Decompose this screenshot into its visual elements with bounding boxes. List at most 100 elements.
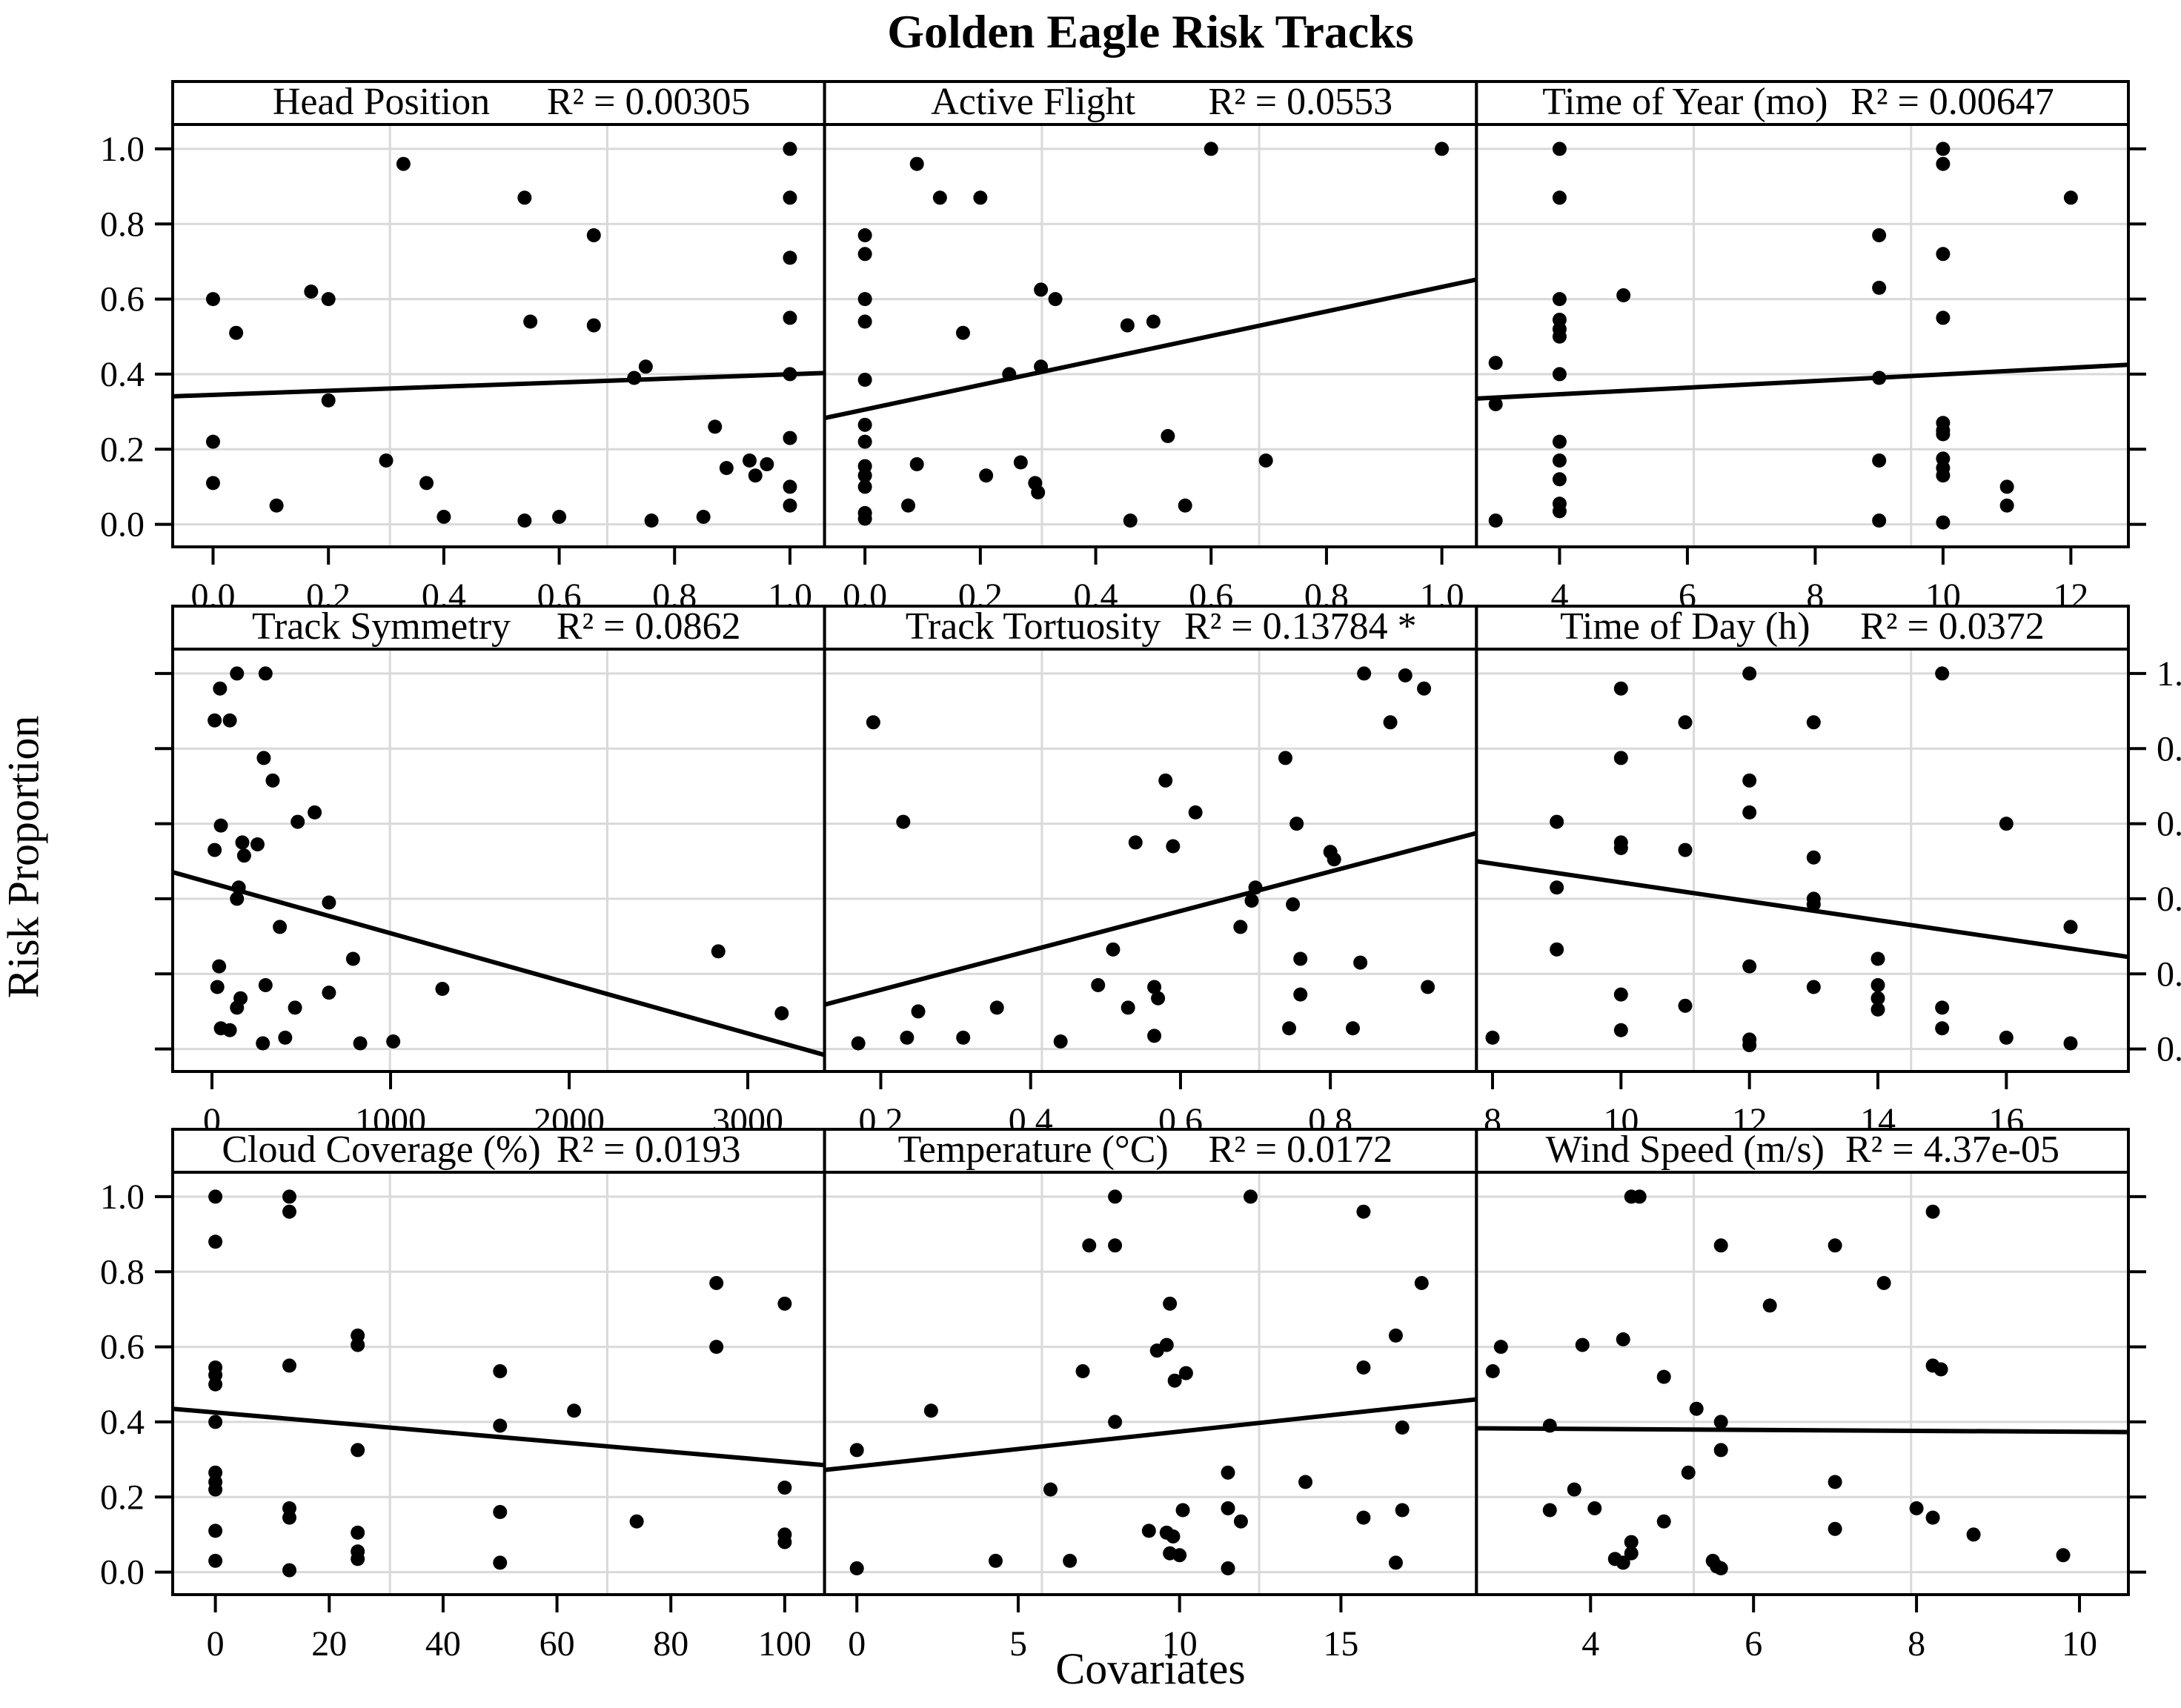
data-point bbox=[258, 666, 273, 681]
data-point bbox=[1248, 880, 1263, 895]
data-point bbox=[1872, 453, 1887, 468]
data-point bbox=[1936, 156, 1951, 171]
data-point bbox=[386, 1034, 401, 1049]
data-point bbox=[235, 835, 250, 850]
data-point bbox=[1552, 190, 1567, 205]
y-tick-label: 0.0 bbox=[100, 505, 145, 545]
data-point bbox=[1828, 1238, 1842, 1253]
data-point bbox=[586, 318, 601, 333]
data-point bbox=[777, 1296, 792, 1311]
data-point bbox=[1123, 514, 1138, 528]
panel-r2: R² = 0.13784 * bbox=[1184, 605, 1417, 648]
panel-cloud-coverage: Cloud Coverage (%) R² = 0.0193 0 20 40 60 80 10… bbox=[100, 1128, 826, 1664]
data-point bbox=[709, 1340, 724, 1355]
data-point bbox=[1933, 1362, 1948, 1377]
data-point bbox=[208, 843, 222, 857]
trend-line bbox=[824, 831, 1477, 1007]
panel-time-of-day: Time of Day (h)R² = 0.03728101214160.00.… bbox=[1475, 605, 2181, 1140]
data-point bbox=[1806, 897, 1821, 912]
data-point bbox=[1398, 668, 1412, 682]
data-point bbox=[1624, 1535, 1639, 1549]
data-point bbox=[783, 190, 797, 205]
data-point bbox=[1713, 1415, 1728, 1429]
panel-title: Temperature (°C) bbox=[898, 1129, 1169, 1171]
data-point bbox=[1936, 310, 1951, 325]
data-point bbox=[1656, 1369, 1671, 1384]
data-point bbox=[783, 479, 797, 494]
data-point bbox=[1742, 959, 1757, 974]
data-point bbox=[783, 367, 797, 382]
data-point bbox=[1575, 1338, 1590, 1352]
x-tick-label: 10 bbox=[2062, 1624, 2097, 1664]
data-point bbox=[1936, 247, 1951, 262]
data-point bbox=[709, 1275, 724, 1290]
data-point bbox=[1999, 479, 2014, 494]
data-point bbox=[567, 1403, 582, 1418]
data-point bbox=[932, 190, 947, 205]
data-point bbox=[322, 986, 336, 1000]
data-point bbox=[1244, 893, 1259, 908]
data-point bbox=[1293, 951, 1308, 966]
data-point bbox=[210, 980, 225, 994]
data-point bbox=[857, 434, 872, 449]
data-point bbox=[1681, 1465, 1696, 1480]
y-tick-label: 0.0 bbox=[100, 1553, 145, 1592]
data-point bbox=[1870, 977, 1885, 992]
data-point bbox=[1356, 1360, 1371, 1375]
data-point bbox=[258, 977, 273, 992]
data-point bbox=[1151, 991, 1166, 1006]
data-point bbox=[345, 951, 360, 966]
x-tick-label: 0 bbox=[848, 1624, 866, 1664]
data-point bbox=[1966, 1527, 1981, 1542]
data-point bbox=[282, 1563, 296, 1578]
data-point bbox=[1282, 1021, 1297, 1036]
panel-r2: R² = 4.37e-05 bbox=[1845, 1129, 2059, 1171]
data-point bbox=[517, 514, 532, 528]
data-point bbox=[250, 837, 265, 851]
data-point bbox=[291, 814, 305, 829]
data-point bbox=[1550, 814, 1564, 829]
data-point bbox=[282, 1189, 296, 1204]
data-point bbox=[1161, 429, 1175, 444]
trend-line bbox=[173, 1406, 825, 1468]
data-point bbox=[1034, 282, 1049, 297]
data-point bbox=[1167, 1373, 1182, 1388]
data-point bbox=[493, 1505, 508, 1520]
x-tick-label: 80 bbox=[653, 1624, 688, 1664]
data-point bbox=[205, 476, 220, 491]
data-point bbox=[1048, 292, 1063, 307]
data-point bbox=[1106, 942, 1121, 957]
y-tick-label: 0.2 bbox=[2157, 954, 2181, 994]
data-point bbox=[1567, 1482, 1581, 1497]
panel-temperature: Temperature (°C) R² = 0.0172 0 5 10 15 bbox=[823, 1128, 1478, 1664]
data-point bbox=[321, 393, 336, 408]
data-point bbox=[273, 920, 288, 934]
data-point bbox=[236, 848, 251, 863]
data-point bbox=[1550, 880, 1564, 895]
panel-strip bbox=[1475, 80, 2131, 126]
data-point bbox=[777, 1535, 792, 1549]
data-point bbox=[1178, 1366, 1193, 1380]
data-point bbox=[783, 142, 797, 156]
data-point bbox=[857, 511, 872, 526]
data-point bbox=[212, 959, 227, 974]
data-point bbox=[783, 498, 797, 513]
data-point bbox=[208, 713, 222, 728]
data-point bbox=[1488, 514, 1503, 528]
x-tick-label: 8 bbox=[1908, 1624, 1925, 1664]
x-tick-label: 5 bbox=[1009, 1624, 1027, 1664]
data-point bbox=[748, 468, 763, 483]
data-point bbox=[1166, 1529, 1181, 1543]
panel-strip bbox=[171, 605, 826, 651]
data-point bbox=[923, 1403, 938, 1418]
data-point bbox=[1935, 1021, 1950, 1036]
data-point bbox=[857, 479, 872, 494]
data-point bbox=[1388, 1555, 1403, 1570]
trend-line bbox=[173, 370, 825, 399]
data-point bbox=[1233, 920, 1248, 934]
data-point bbox=[1828, 1475, 1842, 1489]
data-point bbox=[1936, 468, 1951, 483]
panel-title: Time of Year (mo) bbox=[1542, 81, 1828, 123]
data-point bbox=[1613, 681, 1628, 696]
